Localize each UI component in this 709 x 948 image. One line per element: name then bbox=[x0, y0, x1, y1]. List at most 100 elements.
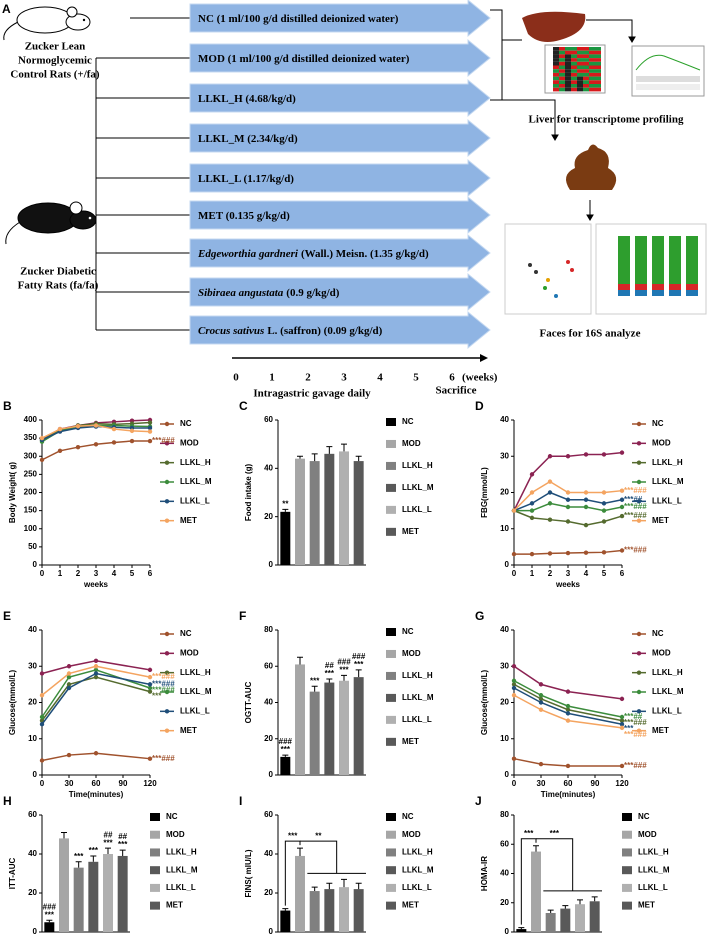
heatmap-cell bbox=[571, 58, 577, 62]
group-arrow bbox=[189, 78, 491, 118]
legend-marker bbox=[636, 709, 642, 714]
error-bar bbox=[326, 678, 333, 683]
y-tick-label: 0 bbox=[269, 560, 274, 569]
legend-label: NC bbox=[180, 419, 192, 428]
legend-swatch bbox=[386, 737, 396, 746]
data-point bbox=[147, 425, 153, 431]
legend-swatch bbox=[622, 813, 632, 821]
data-point bbox=[147, 429, 153, 434]
legend-marker bbox=[164, 421, 170, 427]
heatmap-cell bbox=[559, 61, 565, 66]
timeline-end: Sacrifice bbox=[436, 385, 477, 397]
significance-label: ***### bbox=[624, 761, 647, 770]
y-tick-label: 0 bbox=[33, 927, 38, 936]
heatmap-cell bbox=[565, 69, 571, 73]
heatmap-cell bbox=[559, 84, 565, 88]
group-label-text: MET (0.135 g/kg/d) bbox=[198, 210, 290, 222]
right-connectors bbox=[490, 9, 636, 221]
significance-label: *** bbox=[74, 852, 84, 861]
y-tick-label: 20 bbox=[264, 734, 273, 743]
heatmap-cell bbox=[589, 87, 595, 92]
data-point bbox=[511, 693, 517, 698]
data-point bbox=[538, 761, 544, 767]
data-point bbox=[547, 479, 553, 484]
heatmap-cell bbox=[589, 54, 595, 59]
legend-swatch bbox=[386, 671, 396, 680]
legend-label: LLKL_H bbox=[180, 668, 211, 677]
liver-label: Liver for transcriptome profiling bbox=[529, 114, 684, 126]
heatmap-cell bbox=[577, 87, 583, 92]
legend-label: LLKL_H bbox=[180, 458, 211, 467]
y-tick-label: 20 bbox=[500, 488, 509, 497]
series-line bbox=[41, 660, 151, 675]
feces-label: Faces for 16S analyze bbox=[540, 328, 641, 340]
legend-swatch bbox=[150, 848, 160, 857]
x-tick-label: 4 bbox=[112, 569, 117, 578]
legend-marker bbox=[164, 460, 170, 465]
data-point bbox=[583, 452, 589, 457]
heatmap-cell bbox=[595, 69, 601, 73]
legend-label: LLKL_M bbox=[180, 687, 212, 696]
x-tick-label: 5 bbox=[130, 569, 135, 578]
significance-label: ***### bbox=[152, 679, 175, 688]
legend-label: MET bbox=[166, 901, 183, 910]
legend-marker bbox=[164, 651, 170, 656]
heatmap-cell bbox=[589, 76, 595, 81]
x-tick-label: 0 bbox=[512, 569, 517, 578]
heatmap-cell bbox=[553, 72, 559, 77]
panel-label: G bbox=[475, 609, 484, 623]
y-tick-label: 60 bbox=[500, 839, 509, 848]
y-tick-label: 0 bbox=[505, 770, 510, 779]
significance-label: ## bbox=[118, 832, 127, 841]
significance-label: ***### bbox=[152, 754, 175, 763]
legend-marker bbox=[164, 479, 170, 485]
thumb-bar bbox=[686, 236, 698, 296]
data-point bbox=[147, 667, 153, 673]
error-bar bbox=[326, 882, 333, 890]
series-line bbox=[513, 694, 623, 729]
heatmap-cell bbox=[553, 61, 559, 66]
data-point bbox=[39, 693, 45, 698]
data-point bbox=[66, 674, 72, 680]
heatmap-cell bbox=[553, 84, 559, 88]
significance-label: ### bbox=[337, 657, 351, 666]
heatmap-cell bbox=[553, 65, 559, 70]
data-point bbox=[565, 519, 571, 524]
bracket bbox=[284, 840, 301, 906]
data-point bbox=[511, 756, 517, 761]
bar bbox=[324, 889, 335, 932]
heatmap-cell bbox=[583, 87, 589, 92]
heatmap-cell bbox=[565, 50, 571, 55]
data-point bbox=[39, 457, 45, 463]
y-tick-label: 40 bbox=[264, 463, 273, 472]
significance-label: *** bbox=[45, 910, 55, 919]
data-point bbox=[601, 508, 607, 513]
legend-label: LLKL_L bbox=[402, 715, 432, 724]
panel-label: E bbox=[3, 609, 11, 623]
significance-label: *** bbox=[103, 838, 113, 847]
legend-label: LLKL_L bbox=[166, 883, 196, 892]
thumb-bar bbox=[635, 284, 647, 290]
x-tick-label: 0 bbox=[512, 779, 517, 788]
heatmap-cell bbox=[577, 54, 583, 59]
panel-label: F bbox=[239, 609, 246, 623]
bracket-label: *** bbox=[550, 829, 560, 838]
significance-label: ***### bbox=[624, 546, 647, 555]
heatmap-cell bbox=[589, 69, 595, 73]
bar bbox=[295, 458, 305, 565]
heatmap-cell bbox=[565, 61, 571, 66]
x-tick-label: 2 bbox=[76, 569, 81, 578]
heatmap-cell bbox=[559, 72, 565, 77]
data-point bbox=[565, 689, 571, 694]
heatmap-cell bbox=[559, 80, 565, 84]
data-point bbox=[538, 700, 544, 705]
x-tick-label: 90 bbox=[591, 779, 600, 788]
significance-label: *** bbox=[310, 676, 320, 685]
significance-label: ***### bbox=[624, 511, 647, 520]
legend-marker bbox=[164, 518, 170, 523]
significance-label: *** bbox=[281, 745, 291, 754]
heatmap-cell bbox=[595, 58, 601, 62]
bar bbox=[103, 854, 113, 932]
heatmap-cell bbox=[553, 76, 559, 81]
